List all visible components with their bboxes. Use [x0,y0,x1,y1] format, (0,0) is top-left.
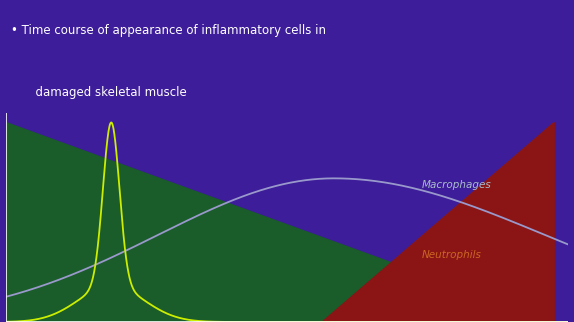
Polygon shape [6,122,554,322]
Text: damaged skeletal muscle: damaged skeletal muscle [28,86,187,99]
Text: Macrophages: Macrophages [422,180,491,190]
Text: Neutrophils: Neutrophils [422,250,482,260]
Polygon shape [322,122,554,322]
Y-axis label: Number of cells: Number of cells [0,171,2,264]
Text: • Time course of appearance of inflammatory cells in: • Time course of appearance of inflammat… [11,24,327,37]
